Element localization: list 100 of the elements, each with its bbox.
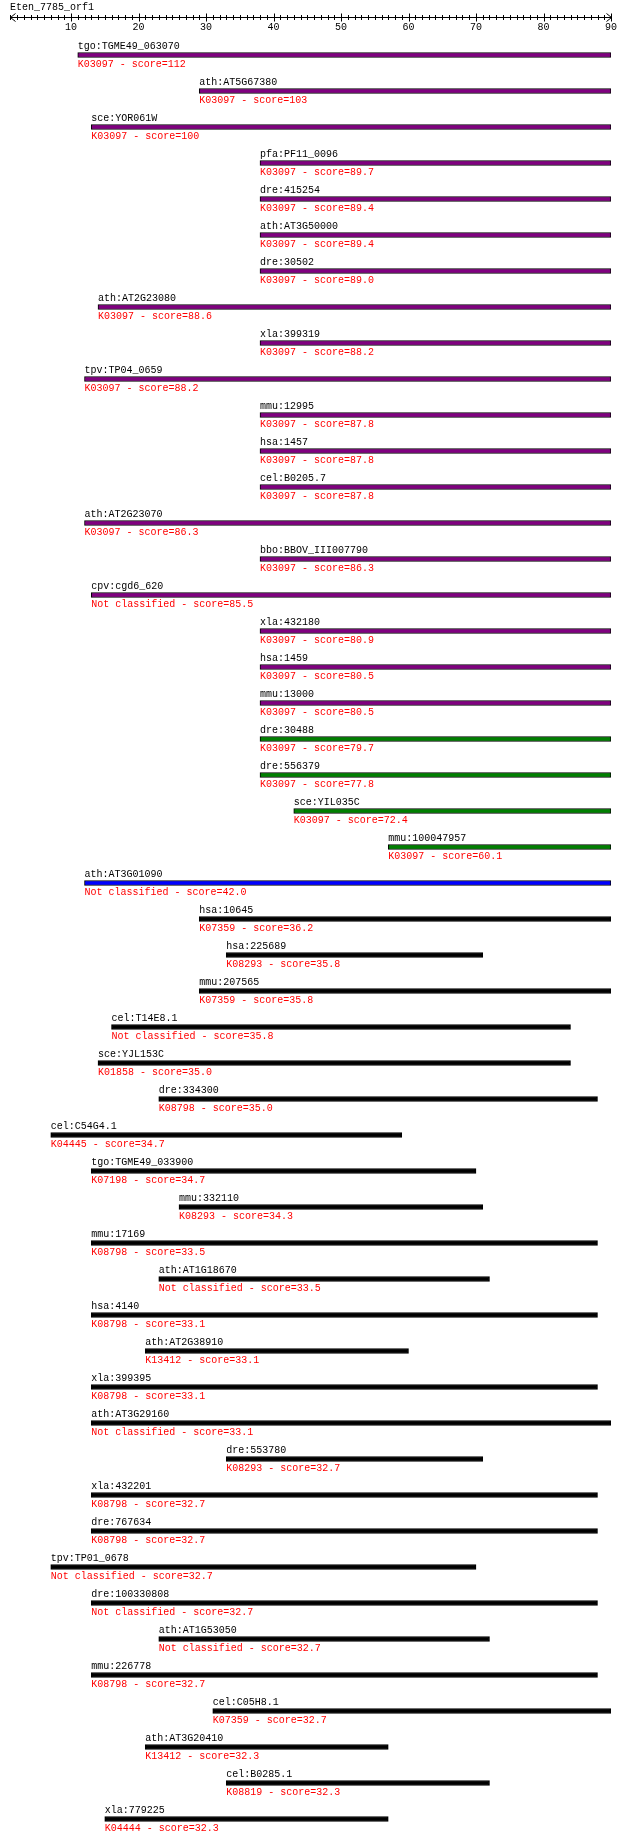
annotation: K08798 - score=33.1 (91, 1319, 206, 1331)
y-tick-label: xla:399319 (260, 328, 321, 340)
bar (212, 1708, 611, 1714)
annotation: K03097 - score=88.2 (260, 347, 375, 359)
annotation: K03097 - score=88.6 (98, 311, 213, 323)
annotation: K04445 - score=34.7 (50, 1139, 165, 1151)
y-tick-label: cel:B0205.7 (260, 472, 327, 484)
y-tick-label: mmu:226778 (91, 1660, 152, 1672)
x-tick-label: 10 (64, 22, 78, 34)
y-tick-label: pfa:PF11_0096 (260, 148, 339, 160)
y-tick-label: dre:553780 (226, 1444, 287, 1456)
annotation: K03097 - score=87.8 (260, 455, 375, 467)
y-tick-label: tpv:TP04_0659 (84, 364, 163, 376)
annotation: K08293 - score=35.8 (226, 959, 341, 971)
x-tick-label: 20 (132, 22, 145, 34)
bar (90, 1672, 598, 1678)
annotation: K07359 - score=32.7 (212, 1715, 327, 1727)
y-tick-label: cel:C05H8.1 (212, 1696, 279, 1708)
bar (90, 1600, 598, 1606)
annotation: Not classified - score=33.5 (158, 1283, 321, 1295)
y-tick-label: ath:AT5G67380 (199, 76, 278, 88)
annotation: K03097 - score=87.8 (260, 419, 375, 431)
x-tick-label: 80 (537, 22, 550, 34)
annotation: K03097 - score=100 (91, 131, 200, 143)
annotation: Not classified - score=32.7 (158, 1643, 321, 1655)
y-tick-label: hsa:1459 (260, 652, 309, 664)
annotation: K07359 - score=36.2 (199, 923, 314, 935)
y-tick-label: dre:767634 (91, 1516, 152, 1528)
y-tick-label: ath:AT3G01090 (84, 868, 163, 880)
bar (111, 1024, 571, 1030)
bar (144, 1348, 409, 1354)
y-tick-label: ath:AT2G38910 (145, 1336, 224, 1348)
x-tick-label: 70 (469, 22, 483, 34)
y-tick-label: cel:T14E8.1 (111, 1012, 178, 1024)
y-tick-label: hsa:4140 (91, 1300, 140, 1312)
y-tick-label: ath:AT3G50000 (260, 220, 339, 232)
annotation: K03097 - score=79.7 (260, 743, 375, 755)
y-tick-label: dre:100330808 (91, 1588, 170, 1600)
bar (178, 1204, 484, 1210)
annotation: Not classified - score=32.7 (50, 1571, 213, 1583)
annotation: K03097 - score=86.3 (260, 563, 375, 575)
bar (198, 988, 611, 994)
annotation: Not classified - score=32.7 (91, 1607, 254, 1619)
annotation: Not classified - score=35.8 (111, 1031, 274, 1043)
annotation: K08798 - score=32.7 (91, 1679, 206, 1691)
annotation: K03097 - score=88.2 (84, 383, 199, 395)
y-tick-label: dre:415254 (260, 184, 321, 196)
annotation: K13412 - score=33.1 (145, 1355, 260, 1367)
annotation: K03097 - score=80.5 (260, 671, 375, 683)
bar (104, 1816, 389, 1822)
y-tick-label: mmu:17169 (91, 1228, 146, 1240)
annotation: K07198 - score=34.7 (91, 1175, 206, 1187)
annotation: K03097 - score=86.3 (84, 527, 199, 539)
y-tick-label: sce:YJL153C (98, 1048, 165, 1060)
bar (90, 1240, 598, 1246)
annotation: K08293 - score=32.7 (226, 1463, 341, 1475)
annotation: K03097 - score=72.4 (293, 815, 408, 827)
y-tick-label: hsa:1457 (260, 436, 309, 448)
y-tick-label: hsa:10645 (199, 904, 254, 916)
annotation: K03097 - score=87.8 (260, 491, 375, 503)
y-tick-label: tgo:TGME49_033900 (91, 1156, 194, 1168)
y-tick-label: ath:AT1G18670 (158, 1264, 237, 1276)
annotation: K03097 - score=80.9 (260, 635, 375, 647)
bar (50, 1564, 477, 1570)
chart-title: Eten_7785_orf1 (10, 1, 95, 13)
y-tick-label: mmu:13000 (260, 688, 315, 700)
x-tick-label: 60 (402, 22, 415, 34)
annotation: K08798 - score=32.7 (91, 1535, 206, 1547)
annotation: K03097 - score=89.7 (260, 167, 375, 179)
y-tick-label: ath:AT3G20410 (145, 1732, 224, 1744)
bar (90, 1492, 598, 1498)
x-tick-label: 40 (267, 22, 280, 34)
bar (158, 1096, 598, 1102)
bar (225, 952, 484, 958)
bar (50, 1132, 403, 1138)
bar (90, 1528, 598, 1534)
y-tick-label: xla:779225 (104, 1804, 165, 1816)
annotation: Not classified - score=42.0 (84, 887, 247, 899)
bar (158, 1636, 490, 1642)
bar (198, 916, 611, 922)
y-tick-label: mmu:207565 (199, 976, 260, 988)
annotation: K04444 - score=32.3 (104, 1823, 219, 1835)
y-tick-label: tpv:TP01_0678 (50, 1552, 129, 1564)
x-tick-label: 90 (604, 22, 618, 34)
annotation: K03097 - score=112 (77, 59, 186, 71)
annotation: K08798 - score=33.1 (91, 1391, 206, 1403)
annotation: K08798 - score=33.5 (91, 1247, 206, 1259)
y-tick-label: cel:B0285.1 (226, 1768, 293, 1780)
x-tick-label: 30 (199, 22, 213, 34)
annotation: K03097 - score=80.5 (260, 707, 375, 719)
y-tick-label: mmu:332110 (179, 1192, 240, 1204)
y-tick-label: mmu:12995 (260, 400, 315, 412)
y-tick-label: dre:30502 (260, 256, 315, 268)
annotation: K08798 - score=32.7 (91, 1499, 206, 1511)
annotation: K07359 - score=35.8 (199, 995, 314, 1007)
y-tick-label: dre:334300 (158, 1084, 219, 1096)
bar (90, 1420, 611, 1426)
y-tick-label: ath:AT2G23080 (98, 292, 177, 304)
y-tick-label: sce:YOR061W (91, 112, 158, 124)
y-tick-label: hsa:225689 (226, 940, 287, 952)
